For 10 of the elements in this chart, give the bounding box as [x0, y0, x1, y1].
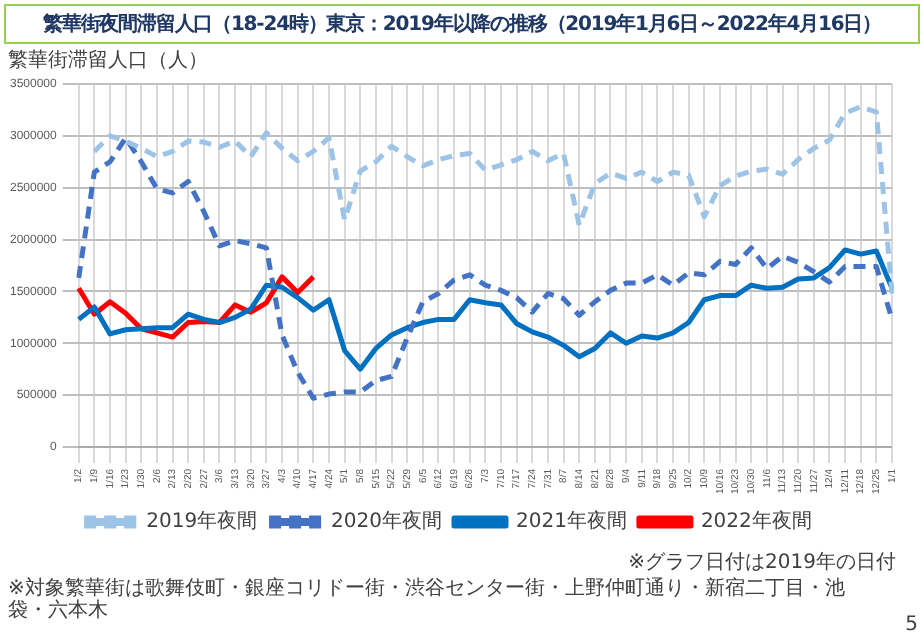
legend-label: 2022年夜間 [700, 509, 812, 534]
text: 5 [905, 614, 918, 636]
text: ※グラフ日付は2019年の日付 [628, 552, 896, 574]
text: ※対象繁華街は歌舞伎町・銀座コリドー街・渋谷センター街・上野仲町通り・新宿二丁目・池袋・六本木 [8, 578, 847, 622]
legend-label: 2019年夜間 [146, 509, 258, 534]
line-series [91, 104, 895, 296]
y-axis-title: 繁華街滞留人口（人） [8, 47, 208, 74]
legend-label: 2021年夜間 [516, 509, 627, 534]
chart-title: 繁華街夜間滞留人口（18-24時）東京：2019年以降の推移（2019年1月6日～2022年4月16日） [4, 4, 920, 44]
legend-label: 2020年夜間 [331, 509, 443, 534]
